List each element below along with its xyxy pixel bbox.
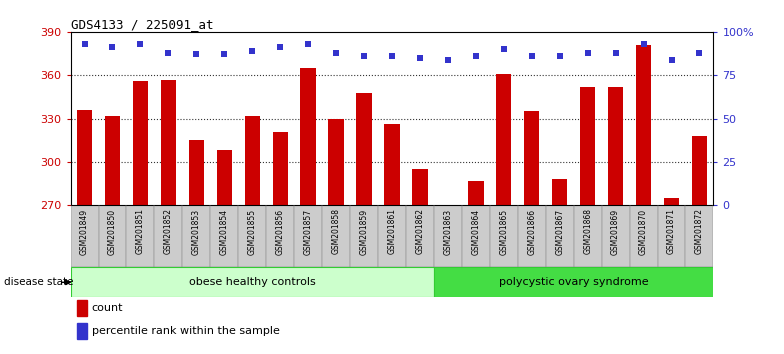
- Text: obese healthy controls: obese healthy controls: [189, 277, 316, 287]
- Text: GSM201870: GSM201870: [639, 209, 648, 255]
- Bar: [245, 116, 260, 205]
- Text: disease state: disease state: [4, 277, 74, 287]
- Text: GSM201854: GSM201854: [220, 209, 229, 255]
- Bar: [384, 124, 400, 205]
- Bar: [105, 116, 120, 205]
- Bar: [636, 45, 652, 205]
- Bar: [608, 87, 623, 205]
- Bar: [574, 205, 601, 267]
- Text: GSM201857: GSM201857: [303, 209, 313, 255]
- Bar: [496, 74, 511, 205]
- Text: GSM201856: GSM201856: [276, 209, 285, 255]
- Bar: [216, 150, 232, 205]
- Bar: [490, 205, 517, 267]
- Bar: [132, 81, 148, 205]
- Bar: [322, 205, 350, 267]
- Bar: [524, 112, 539, 205]
- Text: GSM201865: GSM201865: [499, 209, 508, 255]
- Bar: [126, 205, 154, 267]
- Bar: [328, 119, 343, 205]
- Bar: [77, 299, 86, 316]
- Text: GSM201849: GSM201849: [80, 209, 89, 255]
- Text: count: count: [92, 303, 123, 313]
- Bar: [691, 136, 707, 205]
- Bar: [468, 181, 484, 205]
- Bar: [517, 205, 546, 267]
- Text: GSM201867: GSM201867: [555, 209, 564, 255]
- Bar: [161, 80, 176, 205]
- Bar: [412, 169, 427, 205]
- Bar: [357, 93, 372, 205]
- Bar: [664, 198, 679, 205]
- Text: GSM201871: GSM201871: [667, 209, 676, 255]
- Text: GSM201861: GSM201861: [387, 209, 397, 255]
- Text: GSM201859: GSM201859: [360, 209, 368, 255]
- Bar: [71, 205, 99, 267]
- Bar: [99, 205, 126, 267]
- Bar: [154, 205, 183, 267]
- Bar: [294, 205, 322, 267]
- Text: GDS4133 / 225091_at: GDS4133 / 225091_at: [71, 18, 213, 31]
- Bar: [434, 205, 462, 267]
- Bar: [189, 140, 204, 205]
- Bar: [71, 267, 434, 297]
- Text: GSM201853: GSM201853: [192, 209, 201, 255]
- Text: GSM201850: GSM201850: [108, 209, 117, 255]
- Text: GSM201869: GSM201869: [611, 209, 620, 255]
- Bar: [441, 205, 456, 208]
- Bar: [378, 205, 406, 267]
- Text: GSM201855: GSM201855: [248, 209, 256, 255]
- Bar: [300, 68, 316, 205]
- Bar: [267, 205, 294, 267]
- Text: GSM201851: GSM201851: [136, 209, 145, 255]
- Bar: [580, 87, 595, 205]
- Text: polycystic ovary syndrome: polycystic ovary syndrome: [499, 277, 648, 287]
- Text: GSM201868: GSM201868: [583, 209, 592, 255]
- Bar: [406, 205, 434, 267]
- Text: GSM201872: GSM201872: [695, 209, 704, 255]
- Bar: [630, 205, 658, 267]
- Text: GSM201864: GSM201864: [471, 209, 481, 255]
- Bar: [77, 110, 93, 205]
- Bar: [462, 205, 490, 267]
- Text: GSM201862: GSM201862: [416, 209, 424, 255]
- Text: GSM201852: GSM201852: [164, 209, 173, 255]
- Bar: [77, 323, 86, 339]
- Bar: [546, 205, 574, 267]
- Bar: [350, 205, 378, 267]
- Text: GSM201863: GSM201863: [444, 209, 452, 255]
- Bar: [183, 205, 210, 267]
- Text: GSM201866: GSM201866: [528, 209, 536, 255]
- Bar: [210, 205, 238, 267]
- Bar: [658, 205, 685, 267]
- Text: percentile rank within the sample: percentile rank within the sample: [92, 326, 280, 336]
- Bar: [685, 205, 713, 267]
- Bar: [434, 267, 713, 297]
- Bar: [273, 132, 288, 205]
- Bar: [238, 205, 267, 267]
- Bar: [601, 205, 630, 267]
- Text: GSM201858: GSM201858: [332, 209, 340, 255]
- Bar: [552, 179, 568, 205]
